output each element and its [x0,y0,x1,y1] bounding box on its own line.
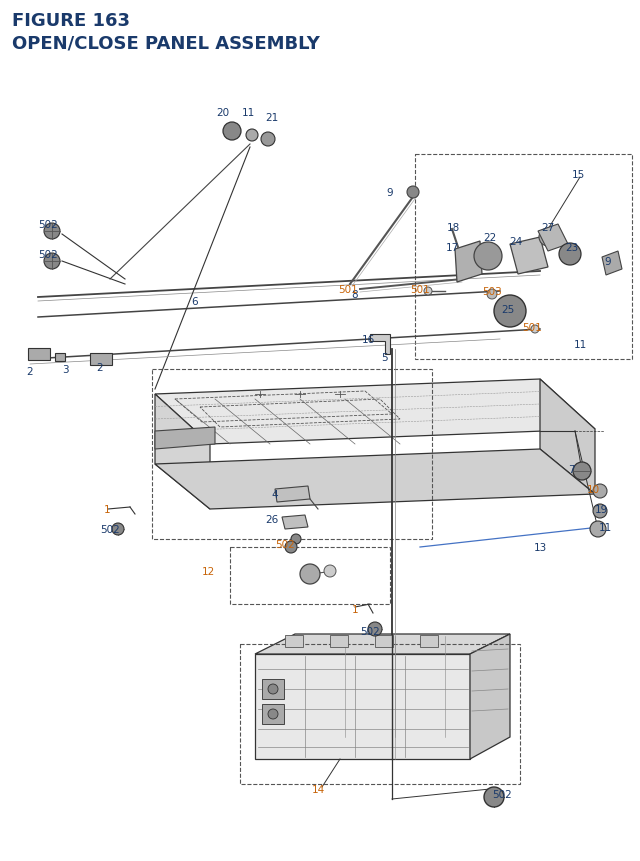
Circle shape [474,243,502,270]
Text: 22: 22 [483,232,497,243]
Polygon shape [285,635,303,647]
Text: 19: 19 [595,505,608,514]
Polygon shape [510,238,548,275]
Polygon shape [602,251,622,276]
Polygon shape [420,635,438,647]
Text: 24: 24 [509,237,523,247]
Text: 3: 3 [61,364,68,375]
Circle shape [285,542,297,554]
Circle shape [291,535,301,544]
Circle shape [531,325,539,333]
Circle shape [268,709,278,719]
Circle shape [44,254,60,269]
Text: 18: 18 [446,223,460,232]
Polygon shape [470,635,510,759]
Text: 6: 6 [192,297,198,307]
Text: 502: 502 [100,524,120,535]
Circle shape [590,522,606,537]
Circle shape [44,224,60,239]
Circle shape [324,566,336,578]
Circle shape [112,523,124,536]
Text: 2: 2 [27,367,33,376]
Text: 1: 1 [104,505,110,514]
Text: FIGURE 163: FIGURE 163 [12,12,130,30]
Text: 11: 11 [573,339,587,350]
Polygon shape [540,380,595,494]
Polygon shape [28,349,50,361]
Text: 15: 15 [572,170,584,180]
Text: 502: 502 [492,789,512,799]
Polygon shape [155,428,215,449]
Text: 502: 502 [38,250,58,260]
Polygon shape [282,516,308,530]
Circle shape [368,623,382,636]
Polygon shape [275,486,310,503]
Polygon shape [262,679,284,699]
Text: 11: 11 [241,108,255,118]
Circle shape [223,123,241,141]
Text: 14: 14 [312,784,324,794]
Text: 11: 11 [599,523,612,532]
Polygon shape [90,354,112,366]
Text: 25: 25 [501,305,515,314]
Polygon shape [155,449,595,510]
Text: 501: 501 [410,285,430,294]
Text: 9: 9 [605,257,611,267]
Text: 9: 9 [387,188,394,198]
Circle shape [261,133,275,147]
Text: 27: 27 [541,223,555,232]
Text: 26: 26 [265,514,278,524]
Text: 20: 20 [216,108,230,118]
Polygon shape [330,635,348,647]
Text: 12: 12 [202,567,215,576]
Text: 5: 5 [381,353,387,362]
Text: 21: 21 [266,113,278,123]
Text: 8: 8 [352,289,358,300]
Circle shape [487,289,497,300]
Polygon shape [155,394,210,510]
Circle shape [559,244,581,266]
Text: 16: 16 [362,335,374,344]
Circle shape [268,684,278,694]
Polygon shape [538,225,568,251]
Circle shape [424,288,432,295]
Polygon shape [255,635,510,654]
Polygon shape [455,242,482,282]
Text: 7: 7 [568,464,575,474]
Text: 501: 501 [522,323,542,332]
Polygon shape [155,380,595,444]
Circle shape [484,787,504,807]
Circle shape [494,295,526,328]
Text: 13: 13 [533,542,547,553]
Circle shape [593,485,607,499]
Text: 1: 1 [351,604,358,614]
Polygon shape [262,704,284,724]
Text: 501: 501 [338,285,358,294]
Text: 502: 502 [38,220,58,230]
Circle shape [407,187,419,199]
Circle shape [300,564,320,585]
Text: 503: 503 [482,287,502,297]
Text: OPEN/CLOSE PANEL ASSEMBLY: OPEN/CLOSE PANEL ASSEMBLY [12,34,320,52]
Text: 502: 502 [360,626,380,636]
Polygon shape [255,654,470,759]
Circle shape [573,462,591,480]
Text: 2: 2 [97,362,103,373]
Circle shape [593,505,607,518]
Text: 17: 17 [445,243,459,253]
Polygon shape [370,335,390,355]
Polygon shape [55,354,65,362]
Text: 4: 4 [271,489,278,499]
Text: 23: 23 [565,243,579,253]
Polygon shape [375,635,393,647]
Circle shape [539,229,557,247]
Circle shape [246,130,258,142]
Text: 10: 10 [587,485,600,494]
Text: 502: 502 [275,539,295,549]
